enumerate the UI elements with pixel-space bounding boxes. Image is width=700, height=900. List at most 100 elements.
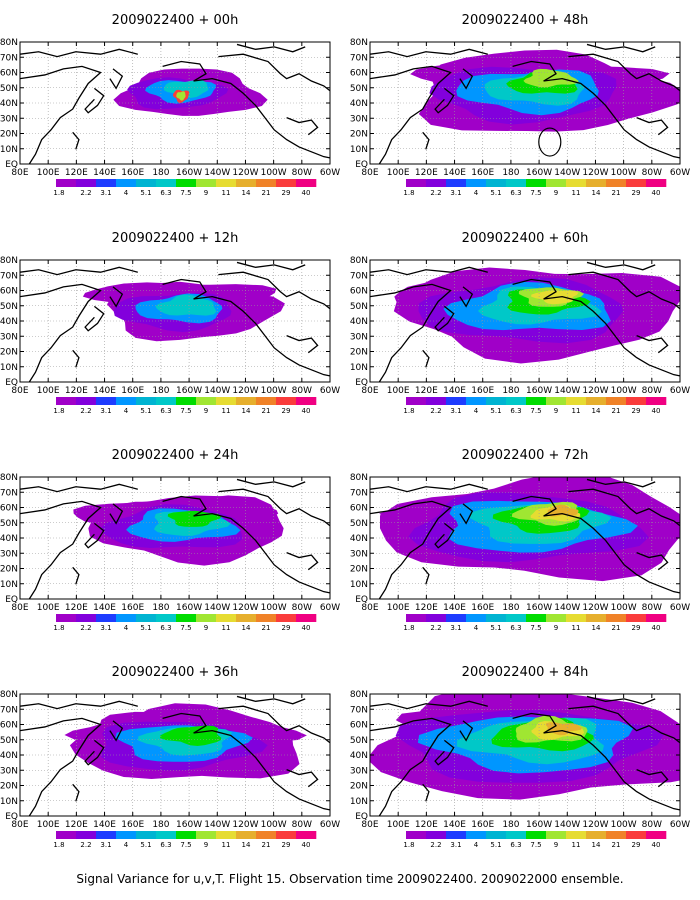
lat-tick-label: 40N: [0, 99, 18, 109]
colorbar-swatch: [216, 831, 237, 839]
colorbar-swatch: [506, 831, 527, 839]
colorbar-label: 5.1: [490, 841, 501, 849]
colorbar-swatch: [56, 397, 77, 405]
colorbar-label: 11: [572, 407, 581, 415]
lat-tick-label: 60N: [0, 69, 18, 79]
lat-tick-label: 80N: [350, 473, 368, 483]
coastline: [218, 705, 330, 744]
lon-tick-label: 60W: [670, 168, 690, 178]
colorbar-swatch: [586, 179, 607, 187]
coastline: [20, 266, 138, 276]
coastline: [84, 87, 105, 114]
lon-tick-label: 80E: [361, 168, 378, 178]
colorbar-label: 4: [474, 624, 479, 632]
lon-tick-label: 100W: [611, 168, 637, 178]
coastline: [109, 286, 124, 308]
lon-tick-label: 120E: [65, 820, 88, 830]
colorbar-label: 3.1: [100, 841, 111, 849]
lat-tick-label: EQ: [355, 378, 368, 388]
colorbar-label: 14: [242, 624, 251, 632]
lon-tick-label: 60W: [670, 603, 690, 613]
colorbar-label: 14: [592, 189, 601, 197]
colorbar-swatch: [216, 614, 237, 622]
coastline: [20, 483, 138, 493]
lon-tick-label: 140W: [204, 386, 230, 396]
lon-tick-label: 80E: [361, 603, 378, 613]
colorbar-label: 29: [282, 407, 291, 415]
lat-tick-label: 80N: [0, 256, 18, 266]
lon-tick-label: 100W: [611, 386, 637, 396]
panel-title: 2009022400 + 24h: [112, 448, 239, 463]
coastline: [459, 503, 474, 525]
colorbar-swatch: [406, 179, 427, 187]
colorbar-label: 29: [282, 841, 291, 849]
lat-tick-label: 20N: [0, 782, 18, 792]
coastline: [568, 705, 680, 744]
lat-tick-label: 20N: [350, 130, 368, 140]
lon-tick-label: 140W: [554, 820, 580, 830]
coastline: [370, 48, 488, 58]
lon-tick-label: 100W: [261, 168, 287, 178]
colorbar-swatch: [406, 831, 427, 839]
colorbar-swatch: [646, 831, 667, 839]
colorbar-label: 29: [632, 841, 641, 849]
colorbar-swatch: [156, 831, 177, 839]
colorbar-swatch: [626, 179, 647, 187]
coastline: [568, 488, 680, 527]
lon-tick-label: 140W: [204, 603, 230, 613]
colorbar-swatch: [56, 831, 77, 839]
colorbar-swatch: [136, 397, 157, 405]
lon-tick-label: 80W: [292, 386, 312, 396]
coastline: [422, 566, 430, 585]
lon-tick-label: 160E: [121, 168, 144, 178]
lon-tick-label: 120W: [232, 820, 258, 830]
lat-tick-label: 50N: [0, 84, 18, 94]
colorbar-swatch: [56, 179, 77, 187]
colorbar-swatch: [446, 397, 467, 405]
colorbar-swatch: [446, 614, 467, 622]
variance-field: [20, 477, 330, 599]
lat-tick-label: 50N: [0, 736, 18, 746]
colorbar-label: 6.3: [160, 624, 171, 632]
map-panel: 2009022400 + 12h 80N 70N 60N 50N 40N 30N 20N 10N…: [0, 231, 340, 415]
colorbar-swatch: [586, 614, 607, 622]
colorbar-swatch: [406, 397, 427, 405]
lon-tick-label: 80E: [11, 603, 28, 613]
coastline: [434, 522, 455, 549]
coastline: [370, 283, 452, 382]
colorbar-label: 3.1: [450, 841, 461, 849]
colorbar-label: 5.1: [140, 189, 151, 197]
panel-title: 2009022400 + 60h: [462, 231, 589, 246]
coastline: [286, 552, 319, 571]
lat-tick-label: 10N: [0, 363, 18, 373]
colorbar-label: 5.1: [490, 189, 501, 197]
colorbar-swatch: [96, 831, 117, 839]
lat-tick-label: 50N: [350, 84, 368, 94]
colorbar: 1.8 2.2 3.1 4 5.1 6.3 7.5 9 11 14 21 29 40: [53, 614, 317, 632]
colorbar-label: 40: [652, 841, 661, 849]
colorbar-swatch: [196, 831, 217, 839]
lon-tick-label: 140E: [443, 386, 466, 396]
coastline: [370, 483, 488, 493]
colorbar-label: 29: [282, 189, 291, 197]
map-panel: 2009022400 + 72h 80N 70N 60N 50N 40N 30N 20N 10N…: [350, 448, 690, 632]
colorbar-swatch: [256, 614, 277, 622]
lat-tick-label: 30N: [350, 332, 368, 342]
lon-tick-label: 120E: [415, 386, 438, 396]
lat-tick-label: 80N: [0, 473, 18, 483]
coastline: [370, 65, 452, 164]
lat-tick-label: 40N: [350, 751, 368, 761]
colorbar-label: 11: [222, 189, 231, 197]
lon-tick-label: 100W: [261, 603, 287, 613]
colorbar-label: 2.2: [430, 841, 441, 849]
colorbar-swatch: [156, 397, 177, 405]
lon-tick-label: 100E: [37, 603, 60, 613]
lon-tick-label: 140E: [93, 386, 116, 396]
colorbar-swatch: [276, 831, 297, 839]
colorbar-swatch: [506, 614, 527, 622]
colorbar-swatch: [256, 397, 277, 405]
colorbar-label: 14: [242, 841, 251, 849]
colorbar-label: 21: [612, 189, 621, 197]
variance-field: [20, 42, 330, 164]
